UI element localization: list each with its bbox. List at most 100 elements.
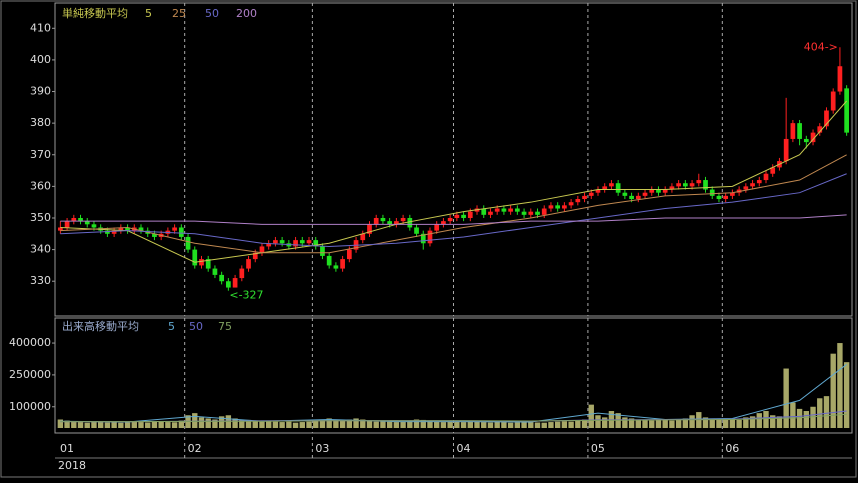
volume-bar bbox=[507, 422, 514, 428]
candle-body bbox=[575, 199, 581, 203]
candle-body bbox=[199, 259, 204, 266]
volume-bar bbox=[165, 422, 171, 428]
candle-body bbox=[494, 208, 500, 212]
volume-bar bbox=[548, 422, 554, 428]
y-tick-label: 360 bbox=[30, 179, 51, 192]
candle-body bbox=[226, 281, 231, 288]
candle-body bbox=[346, 249, 352, 260]
volume-bar bbox=[481, 422, 487, 428]
candle-body bbox=[58, 227, 63, 231]
candle-body bbox=[629, 195, 634, 200]
candle-body bbox=[709, 189, 715, 196]
volume-bar bbox=[796, 408, 803, 428]
y-tick-label: 390 bbox=[30, 85, 51, 98]
volume-bar bbox=[702, 417, 709, 428]
candle-body bbox=[723, 195, 729, 200]
volume-bar bbox=[326, 418, 332, 428]
candle-body bbox=[582, 195, 587, 200]
volume-bar bbox=[622, 417, 628, 428]
volume-bar bbox=[460, 422, 467, 428]
volume-bar bbox=[145, 422, 151, 428]
candle-body bbox=[454, 214, 460, 218]
ma-line bbox=[60, 413, 847, 423]
volume-bar bbox=[97, 422, 104, 428]
candle-body bbox=[649, 189, 655, 193]
candle-body bbox=[803, 138, 809, 143]
volume-bar bbox=[299, 422, 305, 428]
volume-bar bbox=[756, 413, 762, 428]
volume-bar bbox=[84, 422, 90, 428]
candle-body bbox=[669, 186, 675, 190]
candle-body bbox=[205, 259, 211, 269]
volume-bar bbox=[628, 418, 635, 428]
volume-bar bbox=[71, 421, 77, 428]
candle-body bbox=[259, 246, 265, 253]
volume-bar bbox=[830, 353, 836, 428]
x-tick-label: 02 bbox=[188, 442, 202, 455]
volume-bar bbox=[770, 415, 776, 428]
candle-body bbox=[279, 240, 285, 244]
candle-body bbox=[730, 192, 735, 196]
candle-body bbox=[797, 123, 802, 139]
volume-bar bbox=[534, 422, 541, 428]
volume-bar bbox=[662, 419, 668, 428]
candle-body bbox=[212, 268, 218, 275]
candle-body bbox=[367, 224, 372, 234]
candle-body bbox=[488, 211, 493, 215]
candle-body bbox=[837, 66, 843, 92]
candle-body bbox=[380, 217, 386, 222]
candle-body bbox=[125, 227, 130, 231]
candle-body bbox=[306, 240, 312, 244]
candle-body bbox=[105, 230, 110, 234]
ma-line bbox=[60, 214, 847, 225]
volume-bar bbox=[266, 421, 272, 428]
volume-bar bbox=[360, 419, 366, 428]
volume-bar bbox=[763, 411, 769, 428]
candle-body bbox=[716, 195, 722, 200]
candle-body bbox=[239, 268, 245, 279]
candle-body bbox=[824, 110, 829, 127]
candle-body bbox=[467, 211, 473, 218]
volume-bar bbox=[554, 421, 561, 428]
y-tick-label: 330 bbox=[30, 274, 51, 287]
volume-bar bbox=[501, 422, 507, 428]
volume-bar bbox=[393, 422, 400, 428]
candle-body bbox=[501, 208, 507, 212]
candle-body bbox=[844, 88, 849, 133]
legend-entry: 200 bbox=[236, 7, 257, 20]
volume-bar bbox=[339, 420, 346, 428]
candle-body bbox=[609, 183, 614, 187]
volume-bar bbox=[568, 421, 574, 428]
legend-entry: 5 bbox=[168, 320, 175, 333]
volume-bar bbox=[407, 420, 413, 428]
volume-bar bbox=[581, 419, 588, 428]
candle-body bbox=[407, 217, 413, 228]
volume-bar bbox=[635, 419, 641, 428]
candle-body bbox=[763, 173, 769, 181]
volume-bar bbox=[218, 416, 225, 428]
volume-bar bbox=[823, 396, 830, 428]
candle-body bbox=[528, 211, 534, 215]
candle-body bbox=[394, 221, 399, 225]
volume-bar bbox=[709, 418, 715, 428]
candle-body bbox=[817, 126, 823, 133]
candle-body bbox=[562, 205, 567, 209]
volume-bar bbox=[743, 417, 749, 428]
volume-bar bbox=[575, 420, 581, 428]
candle-body bbox=[642, 192, 648, 196]
candle-body bbox=[400, 217, 406, 222]
candle-body bbox=[830, 91, 836, 111]
x-tick-label: 05 bbox=[591, 442, 605, 455]
candle-body bbox=[689, 183, 695, 187]
candle-body bbox=[461, 214, 466, 218]
x-tick-label: 04 bbox=[457, 442, 471, 455]
volume-bar bbox=[521, 421, 527, 428]
legend-entry: 50 bbox=[189, 320, 203, 333]
volume-bar bbox=[373, 421, 379, 428]
candle-body bbox=[333, 265, 339, 269]
volume-bar bbox=[252, 420, 258, 428]
volume-bar bbox=[151, 421, 158, 428]
candle-body bbox=[414, 227, 419, 234]
